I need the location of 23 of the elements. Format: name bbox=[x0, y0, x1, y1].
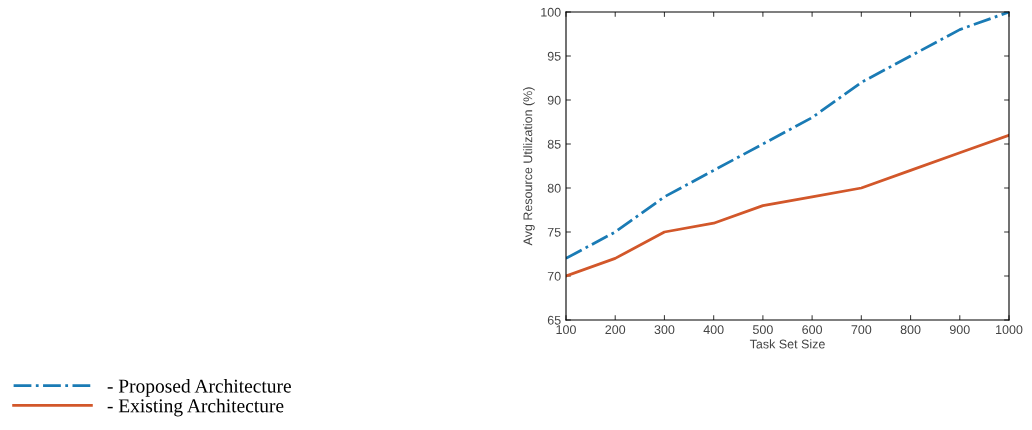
x-tick-label: 1000 bbox=[996, 325, 1023, 335]
x-tick-label: 600 bbox=[802, 325, 823, 335]
x-tick-label: 200 bbox=[605, 325, 626, 335]
x-tick-label: 300 bbox=[654, 325, 675, 335]
y-tick-label: 90 bbox=[547, 95, 561, 105]
x-tick-label: 800 bbox=[900, 325, 921, 335]
legend-label: - Existing Architecture bbox=[107, 398, 284, 417]
y-tick-label: 70 bbox=[547, 271, 561, 281]
line-series bbox=[566, 133, 1009, 278]
y-tick-label: 100 bbox=[541, 7, 561, 17]
x-tick-label: 500 bbox=[752, 325, 773, 335]
y-tick-label: 80 bbox=[547, 183, 561, 193]
y-tick-label: 85 bbox=[547, 139, 561, 149]
x-tick-label: 400 bbox=[703, 325, 724, 335]
legend-label: - Proposed Architecture bbox=[107, 379, 291, 397]
y-tick-label: 75 bbox=[547, 227, 561, 237]
y-tick-label: 65 bbox=[547, 315, 561, 325]
x-tick-label: 700 bbox=[851, 325, 872, 335]
x-tick-label: 100 bbox=[556, 325, 576, 335]
x-axis-title: Task Set Size bbox=[749, 339, 825, 349]
y-tick-label: 95 bbox=[547, 51, 561, 61]
y-axis-title: Avg Resource Utilization (%) bbox=[523, 87, 535, 246]
x-tick-label: 900 bbox=[949, 325, 970, 335]
